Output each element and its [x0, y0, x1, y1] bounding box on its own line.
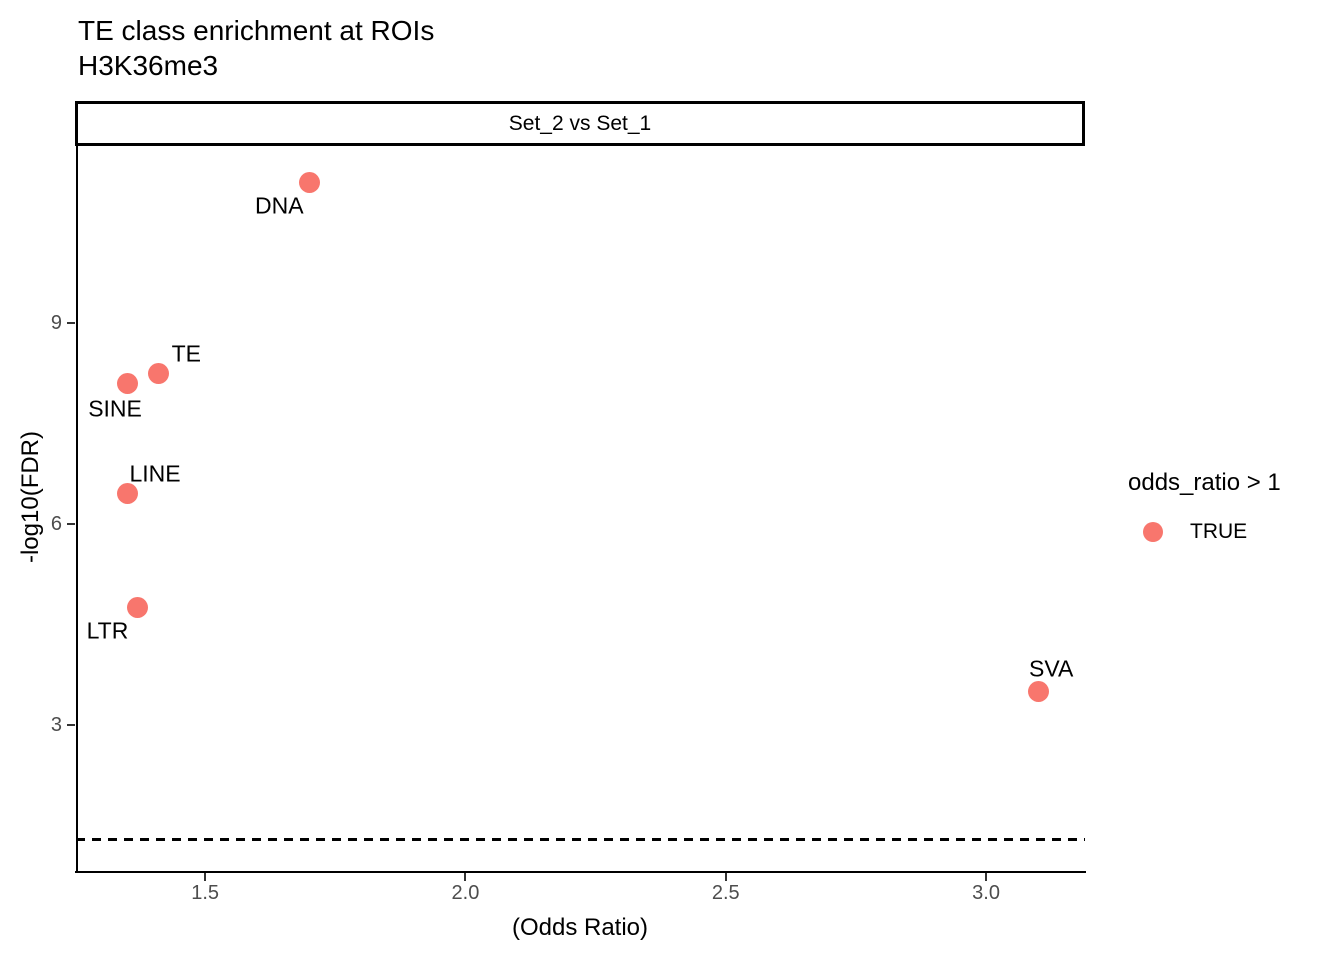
- legend-item-label: TRUE: [1190, 520, 1248, 543]
- data-point-sine: [116, 373, 138, 395]
- data-point-label-dna: DNA: [254, 192, 304, 219]
- plot-subtitle: H3K36me3: [78, 50, 219, 81]
- y-axis-tick-label: 9: [50, 312, 62, 335]
- data-point-te: [147, 363, 169, 384]
- x-axis-title: (Odds Ratio): [511, 914, 649, 941]
- y-axis-line: [76, 146, 78, 873]
- data-point-label-sine: SINE: [88, 395, 142, 422]
- y-axis-tick-label: 6: [50, 513, 62, 536]
- x-axis-tick-label: 2.0: [451, 882, 480, 904]
- y-axis-title: -log10(FDR): [17, 430, 44, 564]
- plot-title: TE class enrichment at ROIs: [78, 15, 435, 46]
- y-axis-tick: [67, 322, 75, 325]
- x-axis-tick: [464, 873, 467, 881]
- x-axis-tick: [985, 873, 988, 881]
- facet-strip: Set_2 vs Set_1: [75, 101, 1085, 146]
- plot-panel: [75, 146, 1085, 872]
- data-point-sva: [1027, 680, 1049, 702]
- x-axis-tick-label: 2.5: [711, 882, 740, 904]
- data-point-label-ltr: LTR: [86, 617, 129, 644]
- x-axis-tick: [724, 873, 727, 881]
- data-point-label-line: LINE: [129, 460, 181, 487]
- y-axis-tick: [67, 523, 75, 526]
- x-axis-tick: [204, 873, 207, 881]
- y-axis-tick: [67, 723, 75, 726]
- legend-title: odds_ratio > 1: [1128, 469, 1281, 496]
- x-axis-tick-label: 3.0: [972, 882, 1000, 904]
- data-point-label-te: TE: [171, 340, 201, 366]
- threshold-dashed-line: [76, 837, 1085, 841]
- data-point-dna: [298, 172, 320, 194]
- legend-key-dot: [1143, 522, 1163, 542]
- y-axis-tick-label: 3: [50, 713, 62, 736]
- x-axis-line: [75, 871, 1086, 873]
- data-point-label-sva: SVA: [1028, 655, 1074, 682]
- data-point-ltr: [126, 597, 148, 619]
- x-axis-tick-label: 1.5: [191, 882, 220, 904]
- facet-strip-label: Set_2 vs Set_1: [508, 111, 652, 135]
- data-point-line: [116, 483, 138, 505]
